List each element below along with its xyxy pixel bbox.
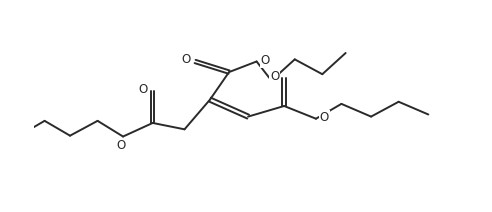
Text: O: O xyxy=(181,53,190,66)
Text: O: O xyxy=(270,70,279,83)
Text: O: O xyxy=(320,111,329,124)
Text: O: O xyxy=(139,82,148,96)
Text: O: O xyxy=(260,54,270,67)
Text: O: O xyxy=(116,139,125,152)
